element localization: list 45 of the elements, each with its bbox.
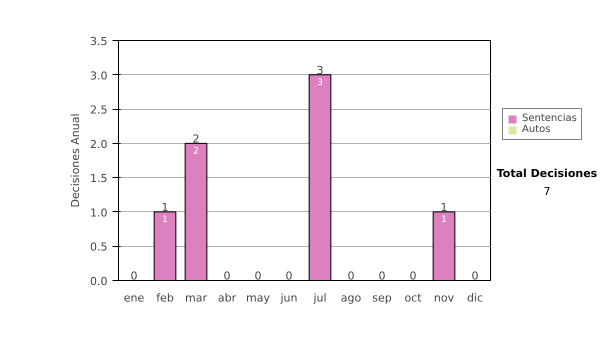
x-tick-label: ene: [124, 292, 144, 304]
legend-label: Autos: [522, 124, 550, 135]
total-label: 0: [224, 270, 230, 282]
data-label: 1: [441, 214, 447, 225]
x-tick-label: abr: [218, 292, 237, 304]
x-tick-label: dic: [466, 292, 484, 304]
bar: [184, 142, 208, 280]
y-tick-label: 0.0: [90, 275, 108, 288]
x-tick-label: ago: [340, 292, 362, 304]
y-tick-label: 2.0: [90, 138, 108, 151]
total-label: 0: [410, 270, 416, 282]
total-label: 0: [130, 270, 138, 282]
x-tick-label: oct: [404, 292, 422, 304]
total-label: 0: [472, 270, 478, 282]
y-tick-label: 2.5: [90, 104, 108, 117]
x-tick-label: nov: [434, 292, 455, 304]
total-label: 2: [192, 132, 200, 146]
x-tick-label: jun: [280, 292, 298, 304]
x-tick-label: jul: [312, 292, 327, 304]
total-label: 1: [440, 200, 448, 214]
y-tick-label: 3.5: [90, 35, 108, 48]
y-tick-label: 1.0: [90, 206, 108, 220]
total-label: 0: [378, 270, 386, 282]
y-tick-label: 0.5: [90, 240, 108, 254]
text: 7: [544, 184, 550, 200]
legend-label: Sentencias: [522, 113, 577, 124]
text: Total Decisiones: [496, 166, 598, 182]
x-tick-label: feb: [156, 292, 174, 304]
bar: [432, 211, 456, 280]
y-axis-title: Decisiones Anual: [69, 113, 82, 208]
data-label: 2: [193, 146, 199, 156]
y-tick-label: 1.5: [90, 172, 108, 186]
total-label: 0: [286, 270, 292, 282]
x-tick-label: may: [246, 292, 270, 304]
total-label: 0: [254, 270, 262, 282]
data-label: 1: [162, 214, 168, 225]
total-label: 3: [316, 64, 324, 77]
data-label: 3: [317, 78, 323, 88]
x-tick-label: sep: [372, 292, 392, 304]
y-tick-label: 3.0: [90, 69, 108, 82]
bar: [308, 74, 332, 280]
x-tick-label: mar: [185, 292, 208, 304]
bar: [154, 211, 176, 280]
total-label: 1: [162, 200, 168, 214]
total-label: 0: [348, 270, 354, 282]
